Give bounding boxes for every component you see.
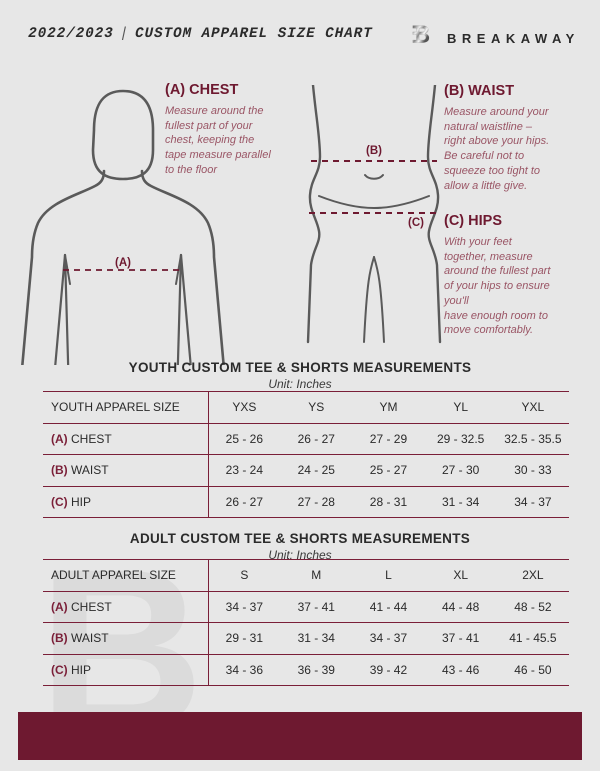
svg-text:(C): (C)	[408, 217, 424, 229]
svg-text:(A): (A)	[115, 257, 131, 269]
svg-text:(B): (B)	[366, 145, 382, 157]
